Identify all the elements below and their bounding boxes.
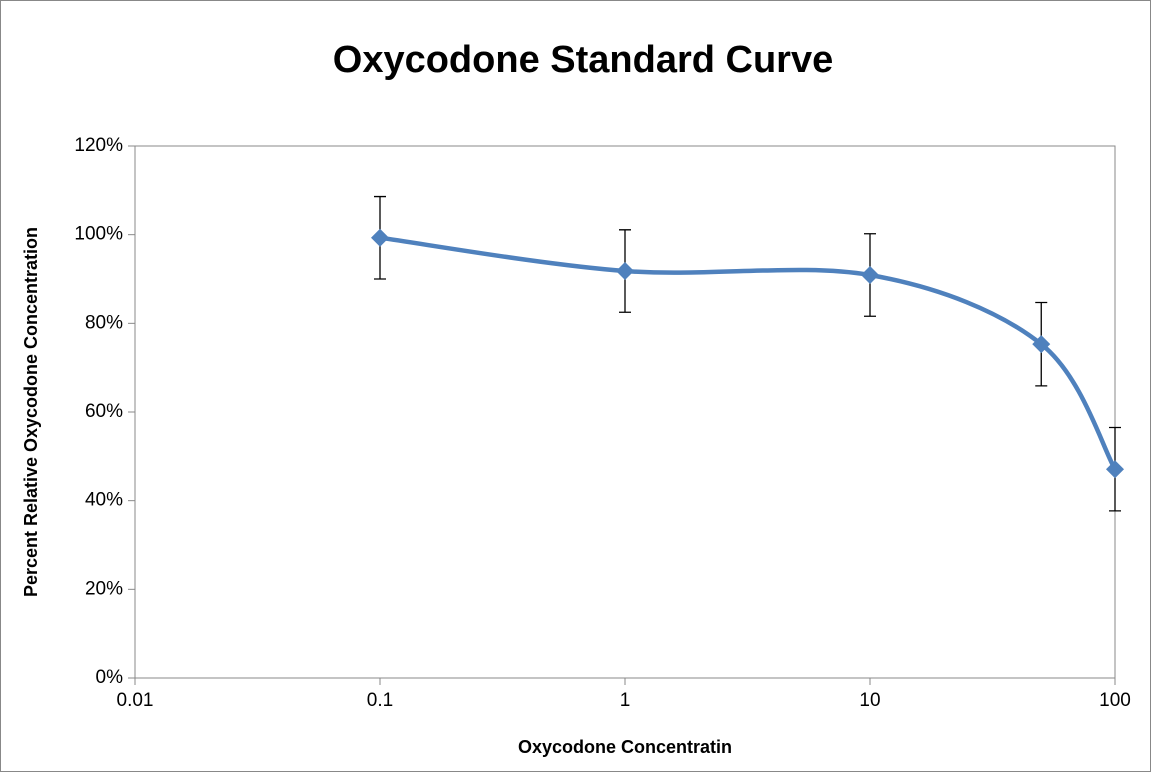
x-tick-label: 0.1 bbox=[367, 690, 393, 711]
x-tick-label: 1 bbox=[620, 690, 631, 711]
y-tick-label: 60% bbox=[85, 401, 123, 422]
x-tick-label: 10 bbox=[859, 690, 880, 711]
y-tick-label: 80% bbox=[85, 312, 123, 333]
y-tick-label: 20% bbox=[85, 578, 123, 599]
chart-title: Oxycodone Standard Curve bbox=[333, 39, 833, 81]
data-point bbox=[861, 266, 879, 285]
series-line bbox=[379, 235, 1117, 471]
y-tick-label: 0% bbox=[96, 667, 124, 688]
data-point bbox=[616, 262, 634, 281]
y-tick-label: 120% bbox=[74, 135, 123, 156]
data-point bbox=[1032, 335, 1051, 354]
x-axis-title: Oxycodone Concentratin bbox=[518, 737, 732, 757]
data-point bbox=[1106, 460, 1124, 479]
x-tick-label: 0.01 bbox=[117, 690, 154, 711]
x-tick-label: 100 bbox=[1099, 690, 1131, 711]
y-tick-label: 100% bbox=[74, 224, 123, 245]
y-axis-title: Percent Relative Oxycodone Concentration bbox=[21, 227, 41, 597]
data-point bbox=[371, 228, 389, 247]
y-tick-label: 40% bbox=[85, 490, 123, 511]
